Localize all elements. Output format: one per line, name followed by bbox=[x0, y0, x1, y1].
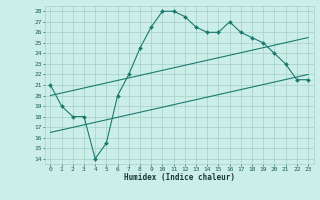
X-axis label: Humidex (Indice chaleur): Humidex (Indice chaleur) bbox=[124, 173, 235, 182]
